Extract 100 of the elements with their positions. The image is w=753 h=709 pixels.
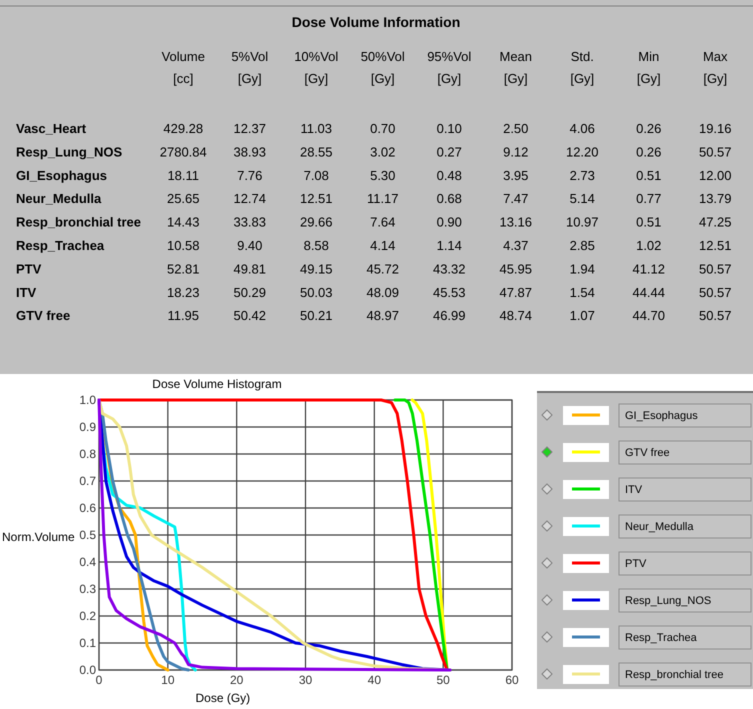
text: 4.14: [370, 238, 396, 253]
text: 50.57: [698, 308, 732, 324]
text: 47.87: [499, 284, 532, 300]
text: 44.44: [632, 284, 666, 300]
y-tick-label: 0.2: [79, 609, 96, 623]
text: 7.64: [370, 214, 396, 230]
text: 14.43: [166, 214, 200, 230]
category-label: GTV free: [16, 308, 70, 324]
text: 52.81: [166, 261, 200, 276]
text: 2780.84: [160, 144, 207, 160]
text: 4.06: [570, 121, 595, 136]
y-tick-label: 0.5: [79, 528, 96, 542]
text: 10.58: [166, 238, 200, 253]
text: 12.74: [233, 191, 266, 206]
text: 38.93: [233, 144, 266, 160]
text: 43.32: [432, 261, 466, 276]
text: 28.55: [300, 144, 333, 160]
text: 47.25: [698, 214, 732, 230]
text: 0.26: [636, 121, 662, 136]
text: 429.28: [163, 121, 204, 136]
text: 7.76: [237, 168, 262, 183]
category-label: Max [Gy]: [702, 49, 728, 86]
text: 2.73: [570, 168, 595, 183]
text: 0.51: [636, 168, 662, 183]
category-label: Min [Gy]: [636, 49, 661, 86]
y-tick-label: 0.3: [79, 582, 96, 596]
y-tick-label: 0.4: [79, 555, 96, 569]
category-label: Vasc_Heart: [16, 121, 86, 136]
category-label: Volume [cc]: [162, 49, 205, 86]
y-tick-label: 0.8: [79, 447, 96, 461]
category-label: Resp_Lung_NOS: [16, 144, 122, 160]
text: 49.15: [300, 261, 333, 276]
y-tick-label: 0.0: [79, 663, 96, 677]
text: 45.53: [432, 284, 466, 300]
text: 0.51: [636, 214, 662, 230]
legend-label: Neur_Medulla: [625, 521, 694, 533]
text: 50.29: [233, 284, 266, 300]
text: 5.14: [570, 191, 595, 206]
category-label: 95%Vol [Gy]: [427, 49, 472, 86]
text: 50.42: [233, 308, 266, 324]
text: 1.54: [570, 284, 595, 300]
x-tick-label: 50: [436, 673, 450, 687]
text: 0.26: [636, 144, 662, 160]
text: 1.02: [636, 238, 662, 253]
text: 13.79: [698, 191, 732, 206]
text: 12.20: [566, 144, 599, 160]
text: 0.27: [436, 144, 462, 160]
category-label: Neur_Medulla: [16, 191, 102, 206]
y-tick-label: 0.7: [79, 474, 96, 488]
text: 2.85: [570, 238, 595, 253]
text: 7.08: [304, 168, 329, 183]
category-label: PTV: [16, 261, 42, 276]
text: 18.23: [166, 284, 200, 300]
category-label: GI_Esophagus: [16, 168, 108, 183]
text: 41.12: [632, 261, 666, 276]
text: 11.17: [366, 191, 399, 206]
text: 4.37: [503, 238, 528, 253]
text: 12.51: [698, 238, 732, 253]
text: 44.70: [632, 308, 666, 324]
y-tick-label: 0.6: [79, 501, 96, 515]
text: 3.95: [503, 168, 528, 183]
text: Dose Volume Information: [292, 14, 460, 30]
text: 12.37: [233, 121, 266, 136]
text: 5.30: [370, 168, 396, 183]
text: 1.14: [436, 238, 462, 253]
legend-label: Resp_Trachea: [625, 632, 698, 644]
category-label: 10%Vol [Gy]: [294, 49, 338, 86]
text: 0.10: [436, 121, 462, 136]
legend-label: PTV: [625, 558, 648, 570]
text: 50.57: [698, 261, 732, 276]
text: 3.02: [370, 144, 396, 160]
text: 50.21: [300, 308, 333, 324]
legend-label: Resp_Lung_NOS: [625, 595, 712, 607]
text: 1.94: [570, 261, 595, 276]
text: 0.90: [436, 214, 462, 230]
text: 48.97: [366, 308, 400, 324]
category-label: Std. [Gy]: [570, 49, 594, 86]
x-tick-label: 40: [368, 673, 382, 687]
text: 11.95: [167, 308, 200, 324]
text: 10.97: [566, 214, 599, 230]
text: 19.16: [698, 121, 732, 136]
text: 25.65: [166, 191, 200, 206]
text: 7.47: [503, 191, 528, 206]
text: 1.07: [570, 308, 595, 324]
text: 13.16: [499, 214, 532, 230]
text: 0.77: [636, 191, 662, 206]
category-label: Resp_Trachea: [16, 238, 104, 253]
y-tick-label: 0.9: [79, 420, 96, 434]
legend-label: GI_Esophagus: [625, 410, 698, 422]
chart-title: Dose Volume Histogram: [152, 377, 282, 391]
legend-label: Resp_bronchial tree: [625, 669, 724, 681]
y-tick-label: 1.0: [79, 393, 96, 407]
x-tick-label: 60: [505, 673, 519, 687]
text: 9.40: [237, 238, 262, 253]
text: 50.03: [300, 284, 333, 300]
category-label: 5%Vol [Gy]: [231, 49, 268, 86]
text: 12.51: [300, 191, 333, 206]
text: 0.48: [436, 168, 462, 183]
legend-label: GTV free: [625, 447, 670, 459]
text: 50.57: [698, 144, 732, 160]
